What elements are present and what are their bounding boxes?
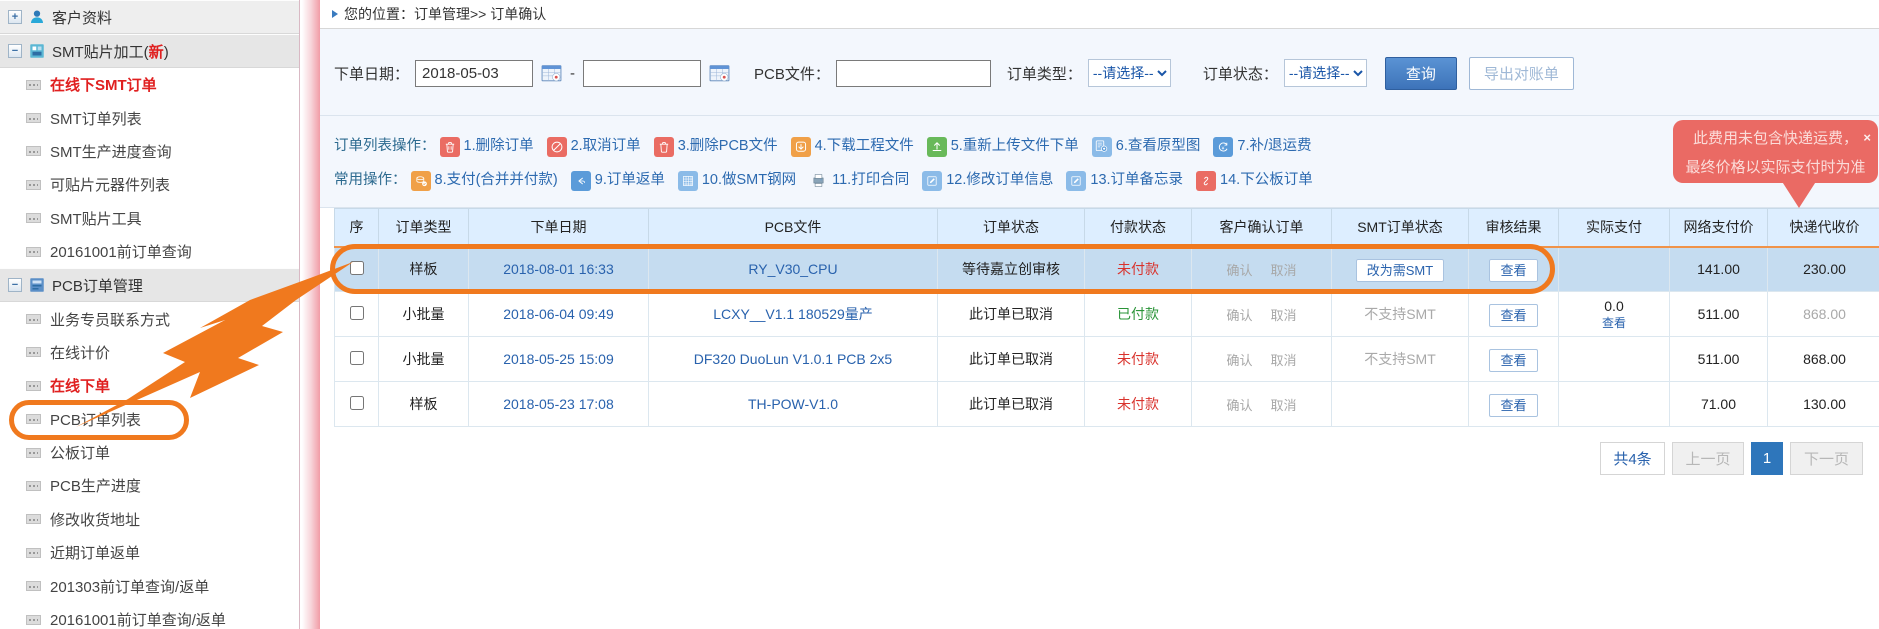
svg-text:¥: ¥ [1222, 145, 1225, 151]
